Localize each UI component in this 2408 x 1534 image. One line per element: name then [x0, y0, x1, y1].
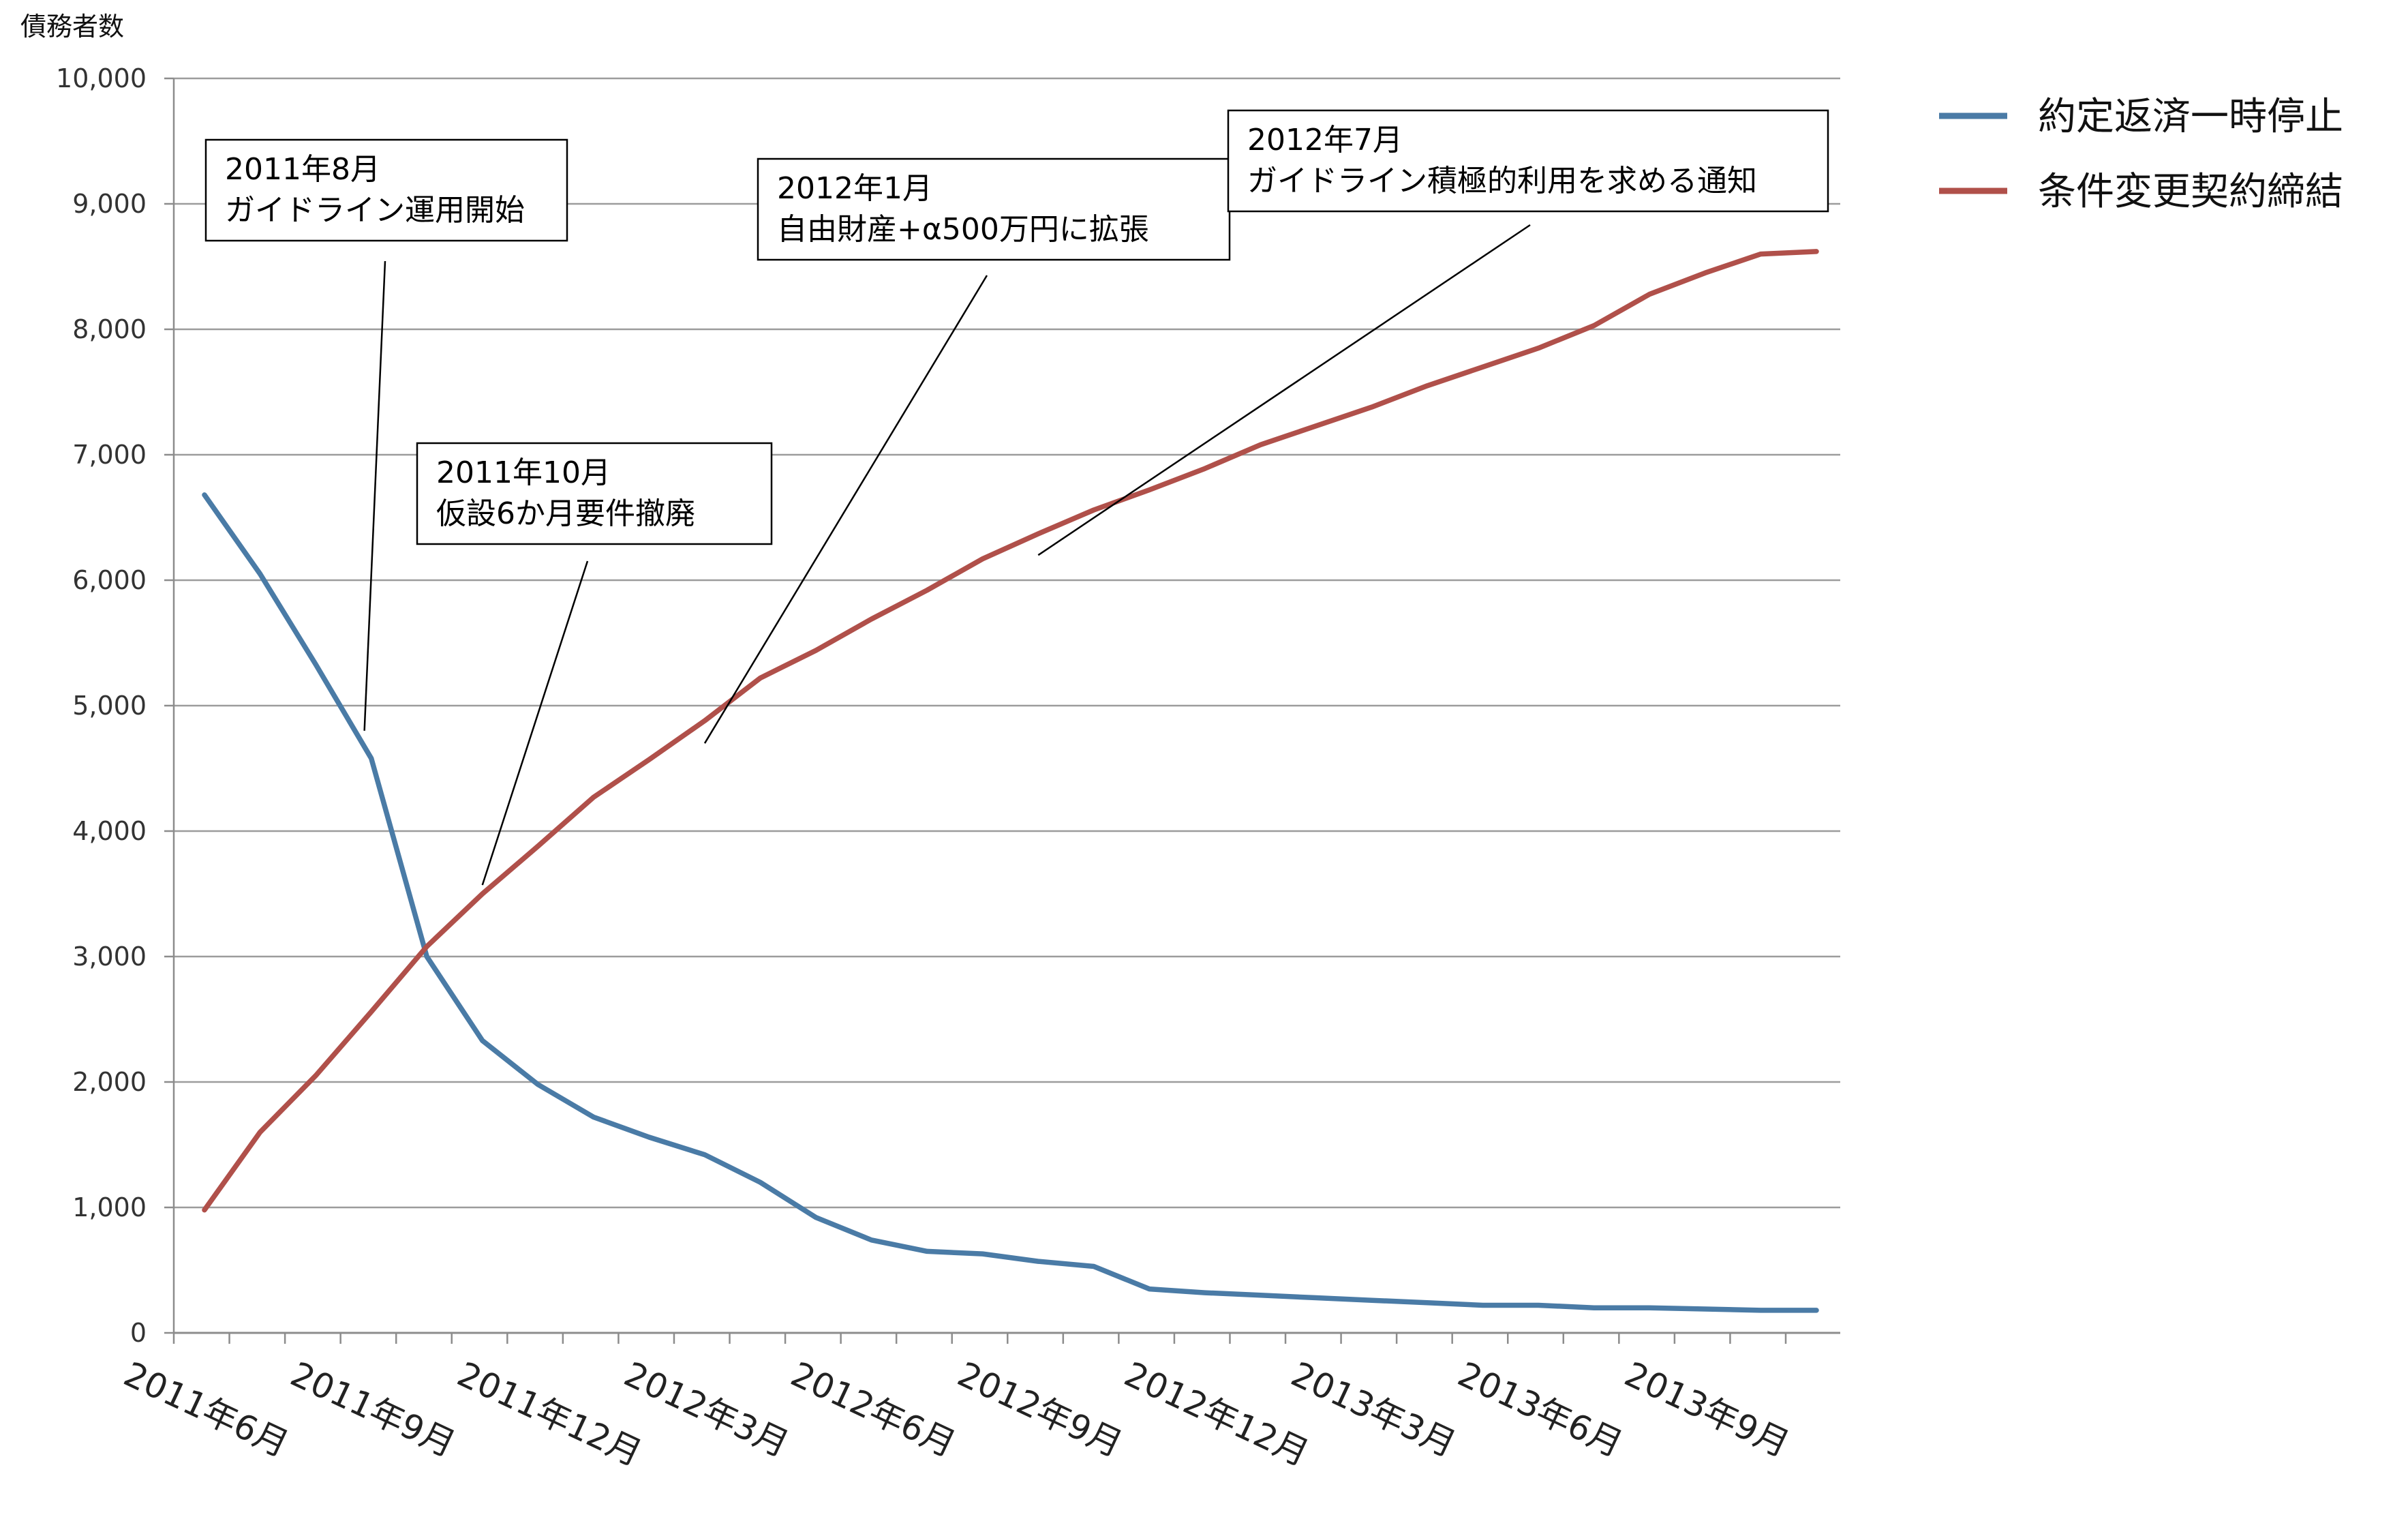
- y-tick-label: 0: [130, 1318, 147, 1348]
- y-tick-label: 3,000: [72, 942, 147, 972]
- y-tick-label: 8,000: [72, 314, 147, 344]
- annotation-box: [1227, 109, 1829, 213]
- annotation-text: 2012年7月: [1247, 123, 1403, 157]
- annotation-text: 自由財産+α500万円に拡張: [777, 212, 1149, 247]
- x-tick-label: 2011年6月: [118, 1354, 294, 1464]
- x-tick-label: 2012年6月: [785, 1354, 962, 1464]
- legend-label: 条件変更契約締結: [2038, 170, 2343, 214]
- y-tick-label: 7,000: [72, 440, 147, 470]
- x-tick-label: 2012年9月: [951, 1354, 1128, 1464]
- series-line-2: [202, 249, 1819, 1213]
- x-tick-label: 2012年3月: [618, 1354, 795, 1464]
- annotation-text: 2011年8月: [225, 152, 380, 187]
- y-tick-label: 9,000: [72, 189, 147, 219]
- y-tick-label: 4,000: [72, 816, 147, 846]
- annotation-leader-line: [703, 275, 988, 744]
- y-tick-label: 10,000: [56, 63, 147, 93]
- annotation-leader-line: [363, 260, 386, 731]
- annotation-box: [204, 138, 568, 242]
- annotation-leader-line: [1037, 224, 1531, 556]
- x-tick-label: 2011年9月: [285, 1354, 461, 1464]
- annotation-leader-line: [481, 560, 589, 886]
- x-tick-label: 2013年3月: [1285, 1354, 1462, 1464]
- y-tick-label: 1,000: [72, 1192, 147, 1222]
- y-tick-labels: 0 1,000 2,000 3,000 4,000 5,000 6,000 7,000 8,00…: [56, 63, 147, 1348]
- series-lines: [202, 249, 1819, 1313]
- annotation-text: 2012年1月: [777, 171, 932, 206]
- gridlines: [164, 77, 1840, 1334]
- y-tick-label: 6,000: [72, 565, 147, 595]
- y-tick-label: 5,000: [72, 691, 147, 721]
- legend-label: 約定返済一時停止: [2038, 95, 2343, 139]
- annotation-text: 2011年10月: [436, 455, 611, 490]
- annotation-box: [757, 157, 1231, 261]
- annotation-box: [416, 442, 773, 545]
- annotation-text: ガイドライン運用開始: [225, 193, 525, 228]
- y-axis-label: 債務者数: [20, 12, 124, 42]
- y-tick-label: 2,000: [72, 1067, 147, 1097]
- annotation-text: ガイドライン積極的利用を求める通知: [1247, 164, 1757, 198]
- x-tick-label: 2012年12月: [1118, 1354, 1315, 1473]
- annotation-text: 仮設6か月要件撤廃: [436, 496, 695, 531]
- x-tick-label: 2013年6月: [1452, 1354, 1628, 1464]
- series-line-1: [202, 492, 1819, 1313]
- x-tick-label: 2013年9月: [1619, 1354, 1795, 1464]
- x-tick-label: 2011年12月: [451, 1354, 647, 1473]
- x-axis: 2011年6月2011年9月2011年12月2012年3月2012年6月2012…: [118, 1333, 1795, 1474]
